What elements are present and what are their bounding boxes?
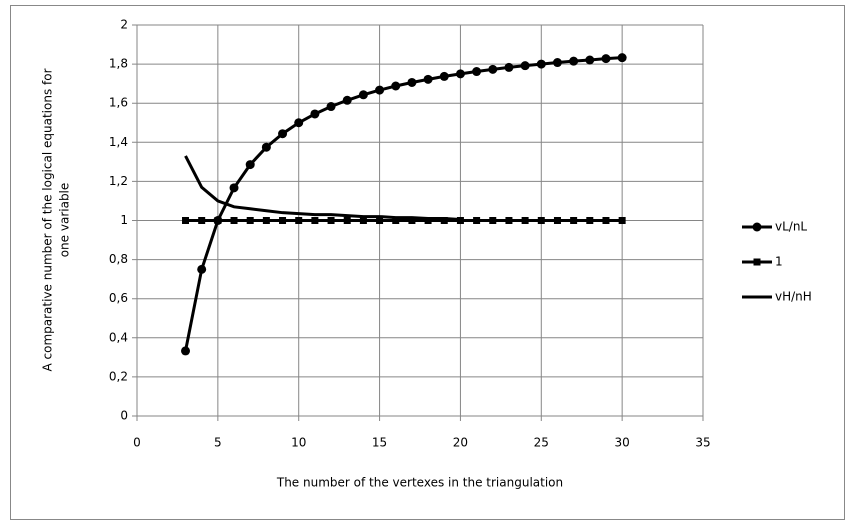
point xyxy=(197,264,207,274)
point xyxy=(408,217,416,224)
x-tick-label: 30 xyxy=(615,436,630,450)
point xyxy=(376,217,384,224)
point xyxy=(617,53,627,63)
point xyxy=(214,217,222,224)
point xyxy=(439,71,449,81)
point xyxy=(553,217,561,224)
point xyxy=(585,55,595,65)
legend-label: 1 xyxy=(775,255,783,269)
point xyxy=(375,85,385,95)
point xyxy=(230,217,238,224)
x-tick-label: 25 xyxy=(534,436,549,450)
legend-item: vH/nH xyxy=(742,290,812,304)
series-line xyxy=(184,56,623,352)
point xyxy=(537,217,545,224)
point xyxy=(326,102,336,112)
y-tick-label: 1,4 xyxy=(109,135,128,149)
point xyxy=(392,217,400,224)
point xyxy=(618,217,626,224)
point xyxy=(520,61,530,71)
y-axis-label-line: A comparative number of the logical equa… xyxy=(41,68,55,371)
y-tick-label: 1,8 xyxy=(109,57,128,71)
point xyxy=(278,129,288,139)
y-tick-label: 2 xyxy=(120,18,128,32)
point xyxy=(440,217,448,224)
point xyxy=(279,217,287,224)
point xyxy=(552,58,562,68)
x-tick-label: 0 xyxy=(133,436,141,450)
point xyxy=(505,217,513,224)
point xyxy=(456,217,464,224)
point xyxy=(424,217,432,224)
point xyxy=(229,183,239,193)
legend-label: vH/nH xyxy=(775,290,812,304)
point xyxy=(262,217,270,224)
legend-marker xyxy=(753,258,761,266)
y-tick-label: 0,4 xyxy=(109,330,128,344)
x-tick-label: 20 xyxy=(453,436,468,450)
legend-item: 1 xyxy=(742,255,783,269)
point xyxy=(391,81,401,91)
point xyxy=(473,217,481,224)
legend-marker xyxy=(752,222,762,232)
point xyxy=(423,74,433,84)
point xyxy=(359,217,367,224)
point xyxy=(504,62,514,72)
y-axis-label-line: one variable xyxy=(58,183,72,258)
chart-border xyxy=(10,5,845,520)
y-tick-label: 0,8 xyxy=(109,252,128,266)
point xyxy=(198,217,206,224)
x-tick-label: 10 xyxy=(291,436,306,450)
point xyxy=(472,67,482,77)
point xyxy=(455,69,465,79)
y-tick-label: 1,2 xyxy=(109,174,128,188)
point xyxy=(246,217,254,224)
x-tick-label: 35 xyxy=(695,436,710,450)
y-tick-label: 0,6 xyxy=(109,291,128,305)
point xyxy=(488,64,498,74)
y-tick-label: 0 xyxy=(120,409,128,423)
y-tick-label: 1 xyxy=(120,213,128,227)
point xyxy=(536,59,546,69)
y-axis-label: A comparative number of the logical equa… xyxy=(41,68,72,371)
y-tick-label: 1,6 xyxy=(109,96,128,110)
x-axis-label: The number of the vertexes in the triang… xyxy=(276,476,563,490)
point xyxy=(586,217,594,224)
point xyxy=(342,95,352,105)
point xyxy=(294,118,304,128)
point xyxy=(310,109,320,119)
point xyxy=(601,54,611,64)
point xyxy=(295,217,303,224)
x-tick-label: 15 xyxy=(372,436,387,450)
point xyxy=(311,217,319,224)
y-tick-label: 0,2 xyxy=(109,369,128,383)
point xyxy=(358,90,368,100)
point xyxy=(261,142,271,152)
point xyxy=(182,217,190,224)
point xyxy=(181,346,191,356)
point xyxy=(489,217,497,224)
point xyxy=(570,217,578,224)
point xyxy=(569,56,579,66)
legend-item: vL/nL xyxy=(742,220,807,234)
series-line xyxy=(184,155,461,222)
x-tick-label: 5 xyxy=(214,436,222,450)
point xyxy=(327,217,335,224)
point xyxy=(407,77,417,87)
legend-label: vL/nL xyxy=(775,220,807,234)
point xyxy=(343,217,351,224)
point xyxy=(245,160,255,170)
point xyxy=(521,217,529,224)
point xyxy=(602,217,610,224)
